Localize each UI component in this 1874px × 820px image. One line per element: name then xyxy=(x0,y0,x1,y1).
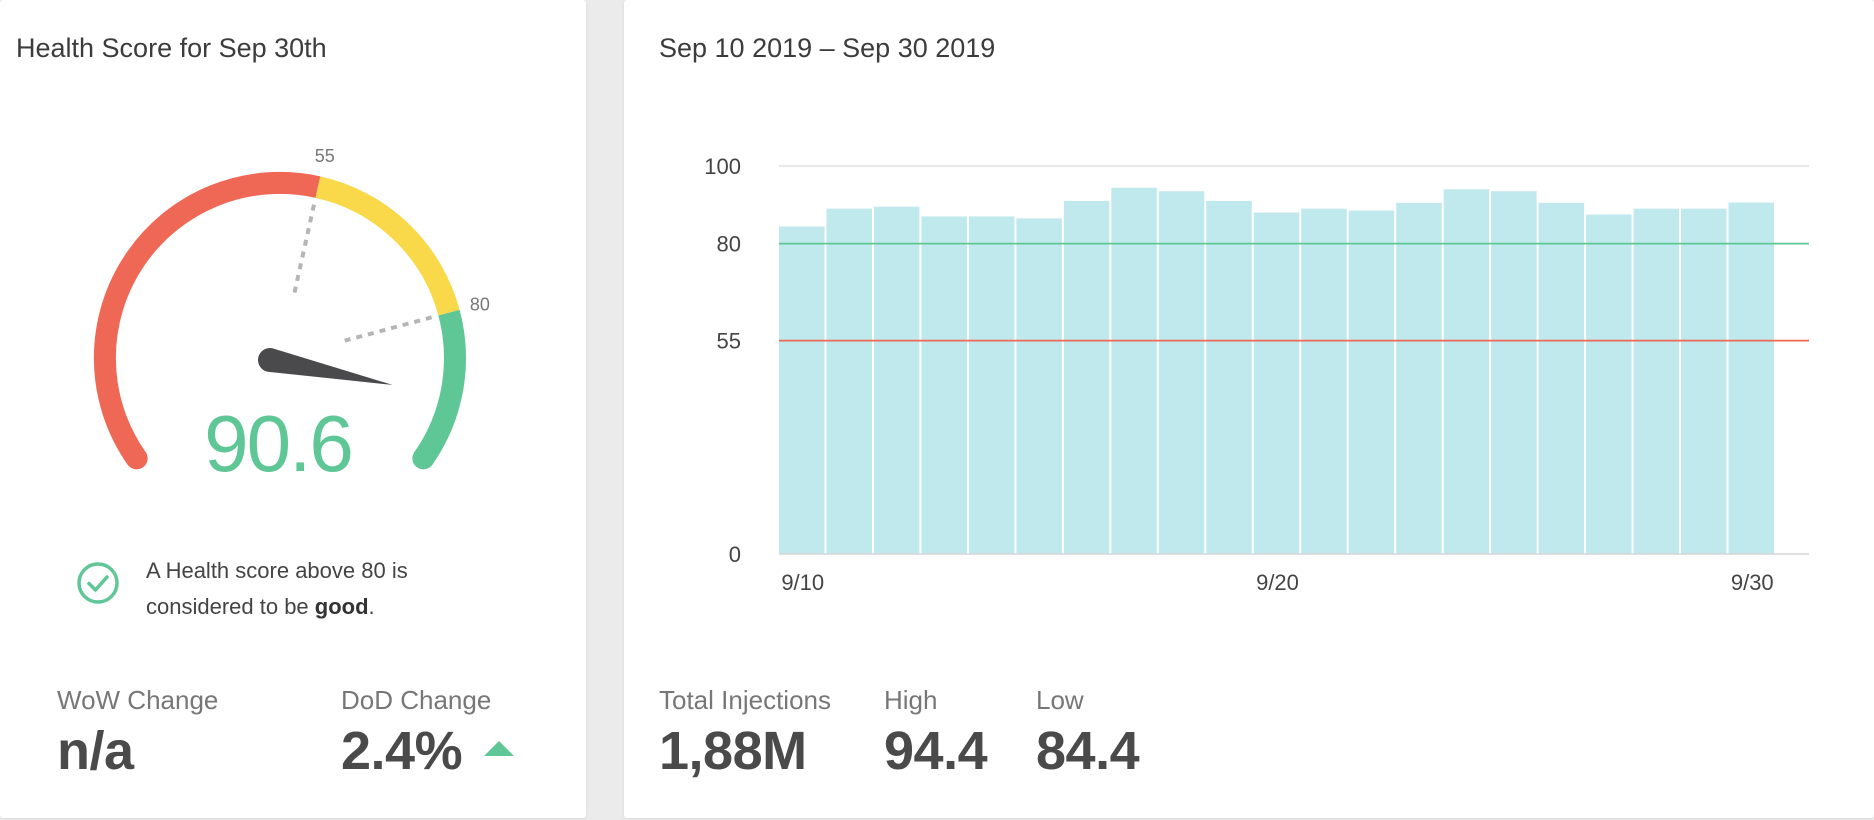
bar-9-18 xyxy=(1158,191,1205,554)
high-stat: High 94.4 xyxy=(884,685,988,782)
bar-9-15 xyxy=(1016,218,1062,554)
low-label: Low xyxy=(1036,685,1084,715)
bar-9-11 xyxy=(826,208,872,554)
bar-9-14 xyxy=(968,216,1015,554)
date-range-title: Sep 10 2019 – Sep 30 2019 xyxy=(659,33,996,63)
x-tick-label-9-10: 9/10 xyxy=(781,570,824,595)
health-gauge: 55 80 xyxy=(93,146,490,470)
gauge-arc-bad xyxy=(93,171,321,465)
arrow-up-icon xyxy=(484,741,515,757)
date-range-card: Sep 10 2019 – Sep 30 2019 0 55 80 100 9/10 9/… xyxy=(624,0,1874,818)
high-value: 94.4 xyxy=(884,721,988,781)
total-injections-value: 1,88M xyxy=(659,721,807,781)
dod-change-value: 2.4% xyxy=(341,721,463,781)
bar-9-27 xyxy=(1586,214,1632,554)
gauge-arc-cap-end xyxy=(412,447,435,470)
bar-9-23 xyxy=(1396,202,1442,555)
threshold-80-label: 80 xyxy=(470,294,490,314)
bar-9-10 xyxy=(779,226,825,554)
wow-change-value: n/a xyxy=(57,721,134,781)
dod-change-stat: DoD Change 2.4% xyxy=(341,685,515,782)
high-label: High xyxy=(884,685,938,715)
y-tick-label-80: 80 xyxy=(717,232,741,257)
check-circle-icon xyxy=(77,562,119,604)
health-score-title: Health Score for Sep 30th xyxy=(16,33,327,63)
health-note-text: A Health score above 80 is considered to… xyxy=(146,553,516,625)
low-stat: Low 84.4 xyxy=(1036,685,1140,782)
bar-9-12 xyxy=(873,206,920,555)
bar-9-20 xyxy=(1253,212,1300,554)
wow-change-label: WoW Change xyxy=(57,685,219,715)
bar-9-24 xyxy=(1443,189,1490,554)
bar-9-21 xyxy=(1301,208,1347,554)
bar-9-22 xyxy=(1348,210,1395,554)
y-tick-label-100: 100 xyxy=(704,154,741,179)
bar-9-16 xyxy=(1063,200,1110,555)
note-text-after: . xyxy=(368,594,375,619)
bar-9-28 xyxy=(1633,208,1680,554)
total-injections-label: Total Injections xyxy=(659,685,831,715)
total-injections-stat: Total Injections 1,88M xyxy=(659,685,831,782)
health-score-card: Health Score for Sep 30th 55 80 90.6 A H… xyxy=(0,0,586,818)
low-value: 84.4 xyxy=(1036,721,1140,781)
note-text-before: A Health score above 80 is considered to… xyxy=(146,558,408,619)
health-score-bar-chart: 0 55 80 100 9/10 9/20 9/30 xyxy=(704,154,1809,595)
gauge-needle xyxy=(258,348,393,385)
note-text-bold: good xyxy=(314,594,369,619)
gauge-arc-good xyxy=(414,309,466,465)
x-tick-label-9-20: 9/20 xyxy=(1256,570,1299,595)
dod-change-value-row: 2.4% xyxy=(341,720,515,782)
bar-9-30 xyxy=(1728,202,1774,555)
gauge-arc-warn xyxy=(315,176,460,316)
x-tick-label-9-30: 9/30 xyxy=(1731,570,1774,595)
y-tick-label-0: 0 xyxy=(729,542,741,567)
bar-9-29 xyxy=(1681,208,1727,554)
wow-change-stat: WoW Change n/a xyxy=(57,685,218,782)
dod-change-label: DoD Change xyxy=(341,685,492,715)
y-tick-label-55: 55 xyxy=(717,329,741,354)
health-score-value: 90.6 xyxy=(204,399,354,488)
bar-9-19 xyxy=(1206,200,1252,555)
threshold-80-line xyxy=(339,315,433,344)
threshold-55-line xyxy=(291,204,316,298)
bar-9-25 xyxy=(1491,191,1537,554)
bar-9-26 xyxy=(1538,202,1585,555)
bar-9-13 xyxy=(921,216,967,554)
gauge-arc-cap-start xyxy=(125,447,148,470)
threshold-55-label: 55 xyxy=(315,146,335,166)
bar-9-17 xyxy=(1111,187,1157,554)
